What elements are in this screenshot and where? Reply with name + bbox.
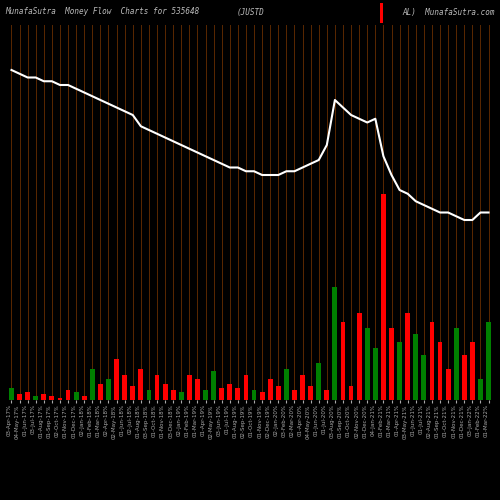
Bar — [82, 396, 86, 400]
Bar — [203, 390, 208, 400]
Bar — [389, 328, 394, 400]
Bar — [422, 354, 426, 400]
Bar — [9, 388, 14, 400]
Bar — [90, 369, 95, 400]
Bar — [211, 371, 216, 400]
Bar — [356, 314, 362, 400]
Bar — [365, 328, 370, 400]
Bar — [34, 396, 38, 400]
Bar — [324, 390, 329, 400]
Bar — [292, 390, 297, 400]
Text: MunafaSutra  Money Flow  Charts for 535648: MunafaSutra Money Flow Charts for 535648 — [5, 8, 199, 16]
Bar — [187, 375, 192, 400]
Bar — [66, 390, 70, 400]
Bar — [405, 314, 410, 400]
Bar — [25, 392, 30, 400]
Bar — [114, 359, 119, 400]
Bar — [154, 375, 160, 400]
Bar — [74, 392, 78, 400]
Bar — [122, 375, 127, 400]
Bar — [300, 375, 305, 400]
Bar — [308, 386, 313, 400]
Bar — [454, 328, 458, 400]
Bar — [373, 348, 378, 400]
Bar — [260, 392, 264, 400]
Bar — [98, 384, 103, 400]
Bar — [381, 194, 386, 400]
Bar — [268, 380, 272, 400]
Bar — [438, 342, 442, 400]
Bar — [414, 334, 418, 400]
Bar — [42, 394, 46, 400]
Bar — [340, 322, 345, 400]
Bar — [316, 363, 321, 400]
Bar — [146, 390, 152, 400]
Bar — [58, 398, 62, 400]
Bar — [486, 322, 491, 400]
Bar — [348, 386, 354, 400]
Bar — [276, 386, 280, 400]
Bar — [171, 390, 175, 400]
Bar — [130, 386, 135, 400]
Bar — [195, 380, 200, 400]
Bar — [284, 369, 289, 400]
Bar — [106, 380, 111, 400]
Text: (JUSTD: (JUSTD — [236, 8, 264, 16]
Bar — [397, 342, 402, 400]
Bar — [462, 354, 466, 400]
Bar — [179, 392, 184, 400]
Bar — [470, 342, 475, 400]
Bar — [138, 369, 143, 400]
Bar — [17, 394, 22, 400]
Bar — [478, 380, 483, 400]
Bar — [236, 388, 240, 400]
Text: AL)  MunafaSutra.com: AL) MunafaSutra.com — [402, 8, 495, 16]
Bar — [446, 369, 450, 400]
Bar — [220, 388, 224, 400]
Bar — [162, 384, 168, 400]
Bar — [228, 384, 232, 400]
Bar — [332, 286, 338, 400]
Bar — [244, 375, 248, 400]
Bar — [252, 390, 256, 400]
Bar — [430, 322, 434, 400]
Bar — [50, 396, 54, 400]
